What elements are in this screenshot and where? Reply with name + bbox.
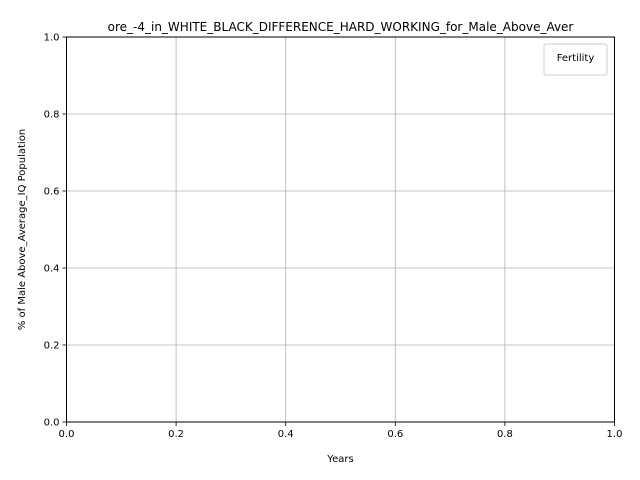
y-axis-ticks: 0.0 0.2 0.4 0.6 0.8 1.0 bbox=[44, 33, 67, 429]
legend-box bbox=[543, 43, 608, 76]
y-tick-label: 0.6 bbox=[44, 187, 60, 198]
x-axis-label: Years bbox=[326, 454, 353, 465]
x-axis-ticks: 0.0 0.2 0.4 0.6 0.8 1.0 bbox=[59, 422, 623, 440]
y-axis-label: % of Male Above_Average_IQ Population bbox=[17, 129, 28, 330]
chart-title: ore_-4_in_WHITE_BLACK_DIFFERENCE_HARD_WO… bbox=[108, 20, 574, 34]
grid-lines bbox=[66, 36, 615, 423]
y-tick-label: 0.2 bbox=[44, 341, 60, 352]
x-tick-label: 0.0 bbox=[59, 429, 75, 440]
x-tick-label: 0.4 bbox=[278, 429, 294, 440]
legend: Fertility bbox=[543, 43, 608, 76]
x-tick-label: 0.2 bbox=[168, 429, 184, 440]
y-tick-label: 1.0 bbox=[44, 33, 60, 44]
x-tick-label: 0.6 bbox=[387, 429, 403, 440]
x-tick-label: 0.8 bbox=[497, 429, 513, 440]
y-tick-label: 0.4 bbox=[44, 264, 60, 275]
legend-title: Fertility bbox=[557, 53, 595, 64]
plot-area-frame bbox=[66, 36, 615, 423]
x-tick-label: 1.0 bbox=[607, 429, 623, 440]
y-tick-label: 0.0 bbox=[44, 418, 60, 429]
y-tick-label: 0.8 bbox=[44, 110, 60, 121]
